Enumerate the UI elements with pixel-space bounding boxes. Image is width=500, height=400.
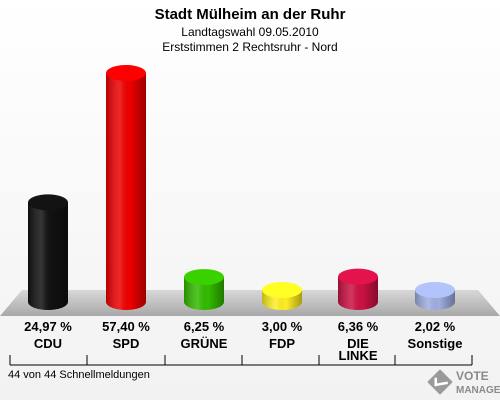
bar-shading-die-linke [338,276,378,310]
bar-shading-cdu [28,202,68,310]
bar-gr-ne [184,269,224,310]
logo-text-vote: VOTE [456,369,489,383]
category-label-cdu: CDU [34,336,62,351]
bar-sonstige [415,282,455,310]
value-label-die-linke: 6,36 % [338,319,379,334]
chart-subtitle-election: Landtagswahl 09.05.2010 [181,25,319,39]
category-label-spd: SPD [113,336,140,351]
logo-check-icon [427,369,453,395]
value-label-gr-ne: 6,25 % [184,319,225,334]
category-ticks [9,355,473,365]
category-label-fdp: FDP [269,336,295,351]
bar-top-gr-ne [184,269,224,286]
bar-top-cdu [28,194,68,211]
labels-group: 24,97 % CDU 57,40 % SPD 6,25 % GRÜNE 3,00 % FDP… [24,319,462,363]
value-label-fdp: 3,00 % [262,319,303,334]
value-label-sonstige: 2,02 % [415,319,456,334]
bar-shading-spd [106,73,146,310]
bar-cdu [28,194,68,310]
bar-spd [106,65,146,310]
bar-top-fdp [262,282,302,298]
value-label-spd: 57,40 % [102,319,150,334]
bar-top-die-linke [338,268,378,285]
vote-manager-logo: VOTE MANAGER [427,369,500,396]
bars-group [28,65,455,310]
bar-shading-gr-ne [184,277,224,310]
bar-die-linke [338,268,378,310]
logo-text-manager: MANAGER [456,385,500,396]
chart-subtitle-district: Erststimmen 2 Rechtsruhr - Nord [162,40,337,54]
footer-note: 44 von 44 Schnellmeldungen [8,369,150,381]
value-label-cdu: 24,97 % [24,319,72,334]
category-label-gr-ne: GRÜNE [181,336,228,351]
bar-top-sonstige [415,282,455,298]
category-label-die-linke-line1: DIE [347,336,369,351]
category-label-die-linke-line2: LINKE [339,348,378,363]
bar-fdp [262,282,302,310]
category-label-sonstige: Sonstige [408,336,463,351]
bar-top-spd [106,65,146,81]
chart-title: Stadt Mülheim an der Ruhr [155,6,346,23]
